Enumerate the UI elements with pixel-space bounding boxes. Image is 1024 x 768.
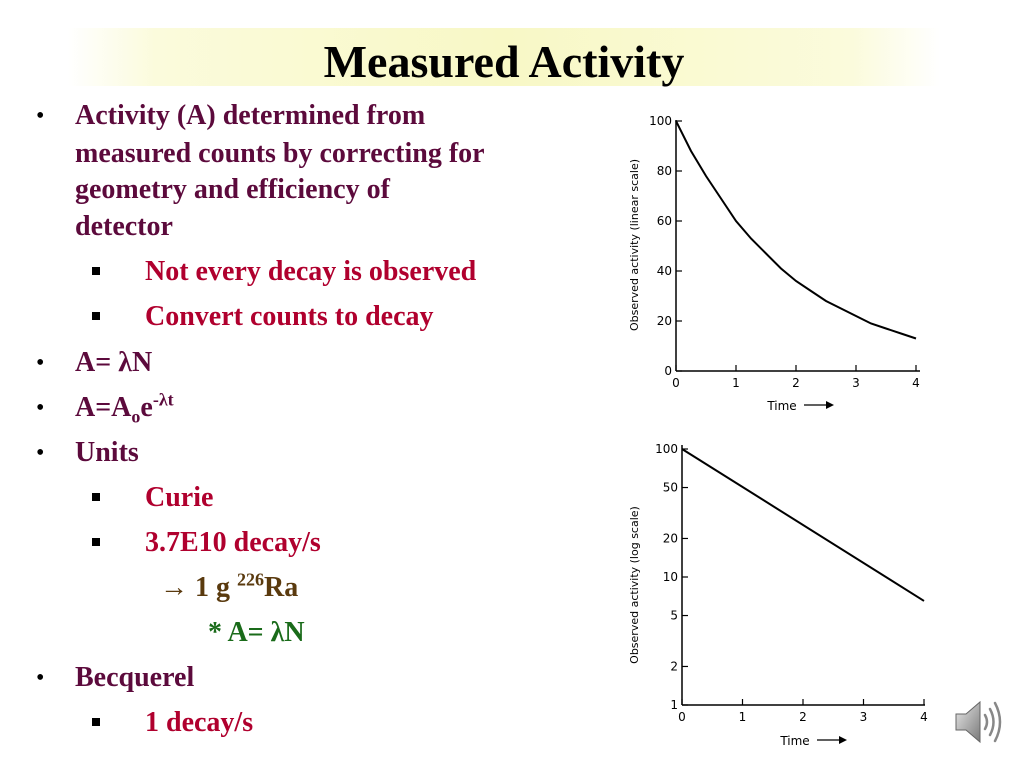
- x-tick-label: 0: [678, 710, 686, 724]
- y-tick-label: 5: [670, 609, 678, 623]
- square-bullet: [92, 538, 100, 546]
- y-tick-label: 0: [664, 364, 672, 378]
- x-tick-label: 2: [799, 710, 807, 724]
- bullet-dot: •: [36, 103, 45, 129]
- bullet-list: • Activity (A) determined from measured …: [36, 100, 485, 738]
- y-tick-label: 20: [663, 531, 678, 545]
- arrow-right-icon: [817, 736, 847, 744]
- y-tick-label: 1: [670, 698, 678, 712]
- sub-bullet-convert-counts: Convert counts to decay: [145, 301, 434, 332]
- y-tick-label: 100: [649, 114, 672, 128]
- y-axis-label: Observed activity (linear scale): [628, 159, 641, 331]
- formula-decay-law: A=Aoe-λt: [75, 389, 174, 427]
- bullet-1-line-2: measured counts by correcting for: [75, 138, 485, 169]
- x-axis-label: Time: [766, 399, 796, 413]
- y-tick-label: 50: [663, 481, 678, 495]
- y-tick-label: 10: [663, 570, 678, 584]
- y-tick-label: 2: [670, 659, 678, 673]
- formula-note-a-lambda-n: * A= λN: [208, 617, 305, 648]
- y-tick-label: 80: [657, 164, 672, 178]
- x-tick-label: 3: [860, 710, 868, 724]
- square-bullet: [92, 312, 100, 320]
- formula-a-lambda-n: A= λN: [75, 347, 153, 378]
- decay-curve-linear: [675, 120, 917, 340]
- x-tick-label: 4: [912, 376, 920, 390]
- x-tick-label: 1: [732, 376, 740, 390]
- sub-bullet-not-every-decay: Not every decay is observed: [145, 256, 477, 287]
- bullet-dot: •: [36, 440, 45, 466]
- sub-bullet-curie-value: 3.7E10 decay/s: [145, 527, 321, 558]
- decay-curve-log: [681, 448, 925, 602]
- x-tick-label: 3: [852, 376, 860, 390]
- speaker-icon[interactable]: [952, 694, 1008, 750]
- x-tick-label: 1: [739, 710, 747, 724]
- square-bullet: [92, 267, 100, 275]
- x-tick-label: 0: [672, 376, 680, 390]
- y-tick-label: 40: [657, 264, 672, 278]
- arrow-right-icon: [804, 401, 834, 409]
- slide-title: Measured Activity: [323, 36, 685, 87]
- bullet-becquerel: Becquerel: [75, 662, 195, 693]
- square-bullet: [92, 718, 100, 726]
- arrow-right-icon: →: [160, 572, 188, 603]
- x-tick-label: 2: [792, 376, 800, 390]
- y-tick-label: 100: [655, 442, 678, 456]
- sub-bullet-becquerel-value: 1 decay/s: [145, 707, 254, 738]
- log-decay-chart: Observed activity (log scale) 0 1 2 3 4 1 2 5 10…: [620, 440, 940, 760]
- title-band: [68, 28, 940, 86]
- bullet-dot: •: [36, 395, 45, 421]
- sub-bullet-curie: Curie: [145, 482, 214, 513]
- bullet-1-line-1: Activity (A) determined from: [75, 100, 426, 131]
- bullet-1-line-3: geometry and efficiency of: [75, 174, 390, 205]
- y-tick-label: 60: [657, 214, 672, 228]
- y-tick-label: 20: [657, 314, 672, 328]
- x-tick-label: 4: [920, 710, 928, 724]
- bullet-dot: •: [36, 665, 45, 691]
- bullet-units: Units: [75, 437, 139, 468]
- bullet-dot: •: [36, 350, 45, 376]
- y-axis-label: Observed activity (log scale): [628, 506, 641, 664]
- bullet-1-line-4: detector: [75, 211, 173, 242]
- radium-reference: → 1 g 226Ra: [160, 569, 299, 603]
- square-bullet: [92, 493, 100, 501]
- x-axis-label: Time: [779, 734, 809, 748]
